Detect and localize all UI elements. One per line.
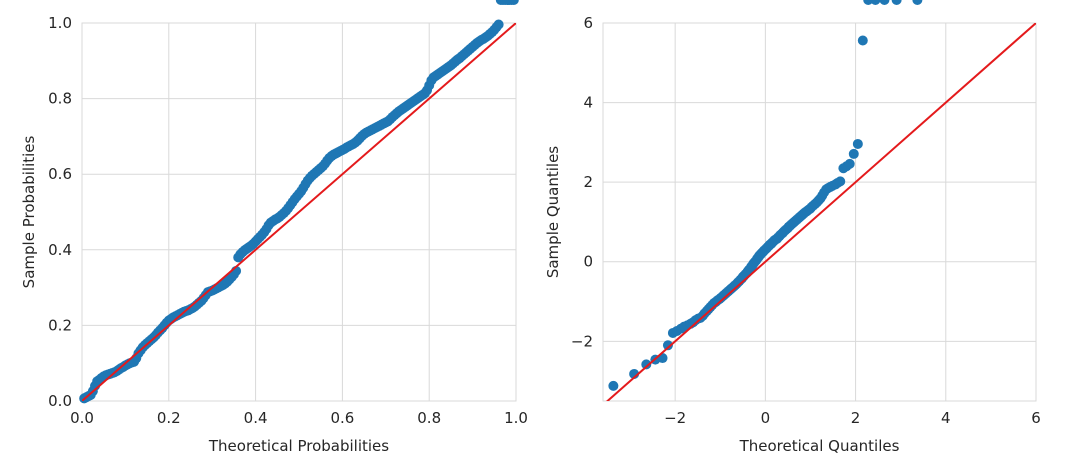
y-tick-label: 0 <box>583 253 593 271</box>
data-point <box>912 0 923 5</box>
x-tick-label: −2 <box>664 409 686 427</box>
x-tick-label: 0.2 <box>157 409 181 427</box>
y-tick-label: 0.6 <box>48 165 72 183</box>
x-tick-label: 0 <box>761 409 771 427</box>
data-point <box>641 359 652 370</box>
y-tick-label: 4 <box>583 94 593 112</box>
data-point <box>870 0 881 5</box>
y-tick-label: 0.4 <box>48 241 72 259</box>
data-point <box>508 0 519 5</box>
x-tick-label: 2 <box>851 409 861 427</box>
y-axis-label: Sample Quantiles <box>544 146 562 278</box>
y-tick-label: 2 <box>583 173 593 191</box>
y-tick-label: 0.2 <box>48 316 72 334</box>
plot-frame <box>602 22 1037 402</box>
y-tick-label: 6 <box>583 14 593 32</box>
x-tick-label: 6 <box>1031 409 1041 427</box>
data-point <box>848 148 859 159</box>
x-axis-label: Theoretical Quantiles <box>739 437 900 455</box>
probability-plot: 0.0 0.2 0.4 0.6 0.8 1.0 0.0 0.2 0.4 0.6 0.8 1.0 Theo… <box>20 0 528 455</box>
x-tick-label: 0.0 <box>70 409 94 427</box>
data-point <box>662 340 673 351</box>
data-point <box>852 138 863 149</box>
x-tick-label: 4 <box>941 409 951 427</box>
reference-line <box>82 23 516 401</box>
quantile-plot: −2 0 2 4 6 −2 0 2 4 6 Theoretical Quantiles Sample … <box>544 0 1041 455</box>
x-tick-label: 0.6 <box>330 409 354 427</box>
y-axis-label: Sample Probabilities <box>20 135 38 288</box>
data-point <box>857 35 868 46</box>
y-tick-label: −2 <box>571 332 593 350</box>
x-tick-label: 1.0 <box>504 409 528 427</box>
points-group <box>608 0 923 391</box>
data-point <box>891 0 902 5</box>
y-tick-label: 1.0 <box>48 14 72 32</box>
x-tick-label: 0.4 <box>244 409 268 427</box>
plot-frame <box>81 22 517 402</box>
data-point <box>835 176 846 187</box>
data-point <box>879 0 890 5</box>
y-tick-label: 0.0 <box>48 392 72 410</box>
reference-line <box>605 23 1036 401</box>
points-group <box>79 0 519 404</box>
data-point <box>608 380 619 391</box>
data-point <box>844 158 855 169</box>
x-axis-label: Theoretical Probabilities <box>208 437 389 455</box>
y-tick-label: 0.8 <box>48 90 72 108</box>
data-point <box>493 19 504 30</box>
x-tick-label: 0.8 <box>417 409 441 427</box>
